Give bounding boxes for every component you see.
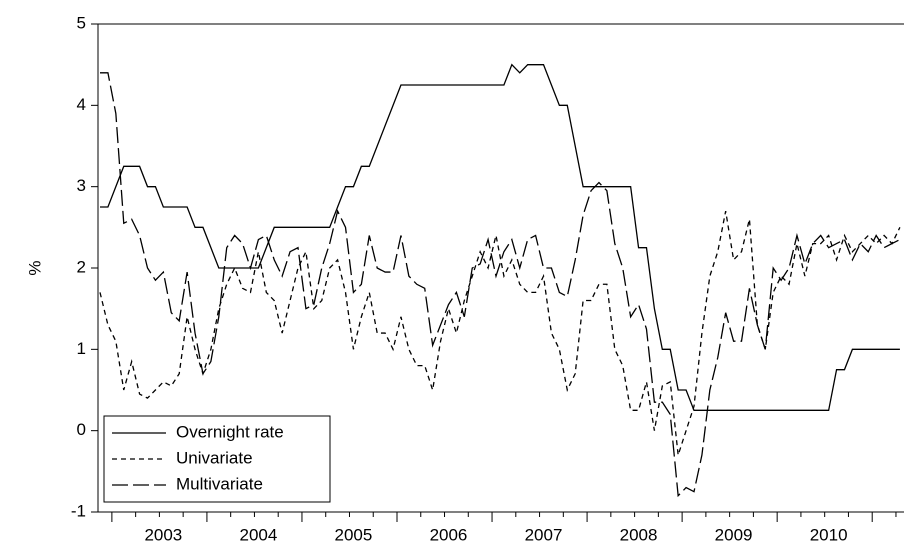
y-tick-label: 5 xyxy=(77,13,86,32)
legend-label: Overnight rate xyxy=(176,422,284,441)
x-tick-label: 2008 xyxy=(620,525,658,544)
series-line xyxy=(100,72,901,498)
y-tick-label: 0 xyxy=(77,420,86,439)
x-tick-label: 2007 xyxy=(525,525,563,544)
x-tick-label: 2005 xyxy=(335,525,373,544)
y-tick-label: 1 xyxy=(77,339,86,358)
legend-label: Multivariate xyxy=(176,474,263,493)
legend-label: Univariate xyxy=(176,448,253,467)
y-tick-label: 2 xyxy=(77,257,86,276)
y-tick-label: -1 xyxy=(71,501,86,520)
x-tick-label: 2010 xyxy=(810,525,848,544)
y-tick-label: 3 xyxy=(77,176,86,195)
y-tick-label: 4 xyxy=(77,95,86,114)
x-tick-label: 2009 xyxy=(715,525,753,544)
x-tick-label: 2003 xyxy=(144,525,182,544)
series-line xyxy=(100,63,900,411)
x-tick-label: 2006 xyxy=(430,525,468,544)
x-tick-label: 2004 xyxy=(239,525,277,544)
y-axis-label: % xyxy=(25,260,44,275)
